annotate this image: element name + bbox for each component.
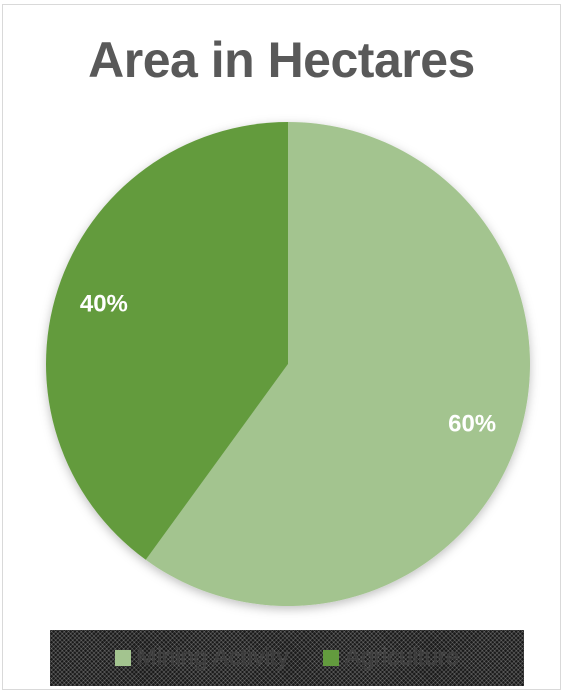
pie-slice-agriculture: [46, 122, 289, 560]
legend-item-mining-activity: Mining Activity: [114, 644, 289, 672]
legend-swatch-mining-activity: [114, 650, 131, 666]
legend-label-agriculture: Agriculture: [344, 644, 460, 671]
chart-legend: Mining Activity Agriculture: [50, 630, 524, 686]
legend-item-agriculture: Agriculture: [322, 644, 460, 672]
chart-title: Area in Hectares: [88, 32, 475, 88]
data-label-agriculture: 40%: [80, 291, 128, 318]
legend-swatch-agriculture: [322, 650, 339, 666]
pie-slice-mining-activity: [145, 122, 530, 607]
legend-label-mining-activity: Mining Activity: [136, 644, 289, 671]
data-label-mining-activity: 60%: [448, 410, 496, 437]
